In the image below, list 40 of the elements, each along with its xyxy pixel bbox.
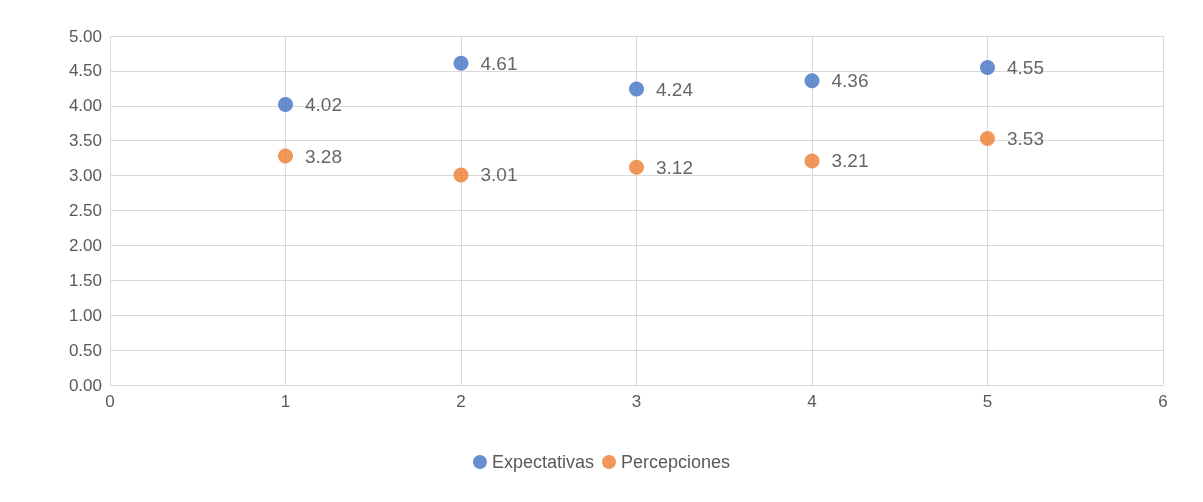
data-label: 4.55: [1007, 56, 1044, 78]
y-tick-label: 1.00: [68, 305, 102, 325]
y-tick-label: 1.50: [68, 270, 102, 290]
point: [804, 73, 820, 89]
x-tick-label: 5: [982, 392, 993, 411]
legend-label: Expectativas: [491, 452, 595, 472]
y-tick-label: 0.00: [68, 375, 102, 395]
point: [278, 96, 293, 112]
data-label: 4.36: [831, 70, 869, 92]
data-label: 3.21: [831, 150, 869, 172]
point: [629, 81, 644, 97]
y-tick-label: 3.50: [68, 131, 102, 151]
point: [453, 167, 469, 183]
point: [629, 159, 644, 175]
point: [278, 148, 293, 164]
legend-label: Percepciones: [620, 452, 731, 472]
x-tick-label: 6: [1158, 392, 1168, 411]
x-tick-label: 4: [807, 392, 817, 411]
x-tick-label: 2: [456, 392, 466, 411]
y-tick-label: 2.50: [68, 201, 102, 220]
data-label: 3.12: [656, 156, 693, 178]
y-tick-label: 5.00: [68, 26, 102, 46]
data-label: 3.01: [480, 164, 518, 186]
point: [980, 59, 995, 75]
point: [804, 153, 820, 169]
x-tick-label: 0: [105, 392, 115, 411]
y-tick-label: 4.00: [68, 96, 102, 116]
data-label: 4.61: [480, 52, 518, 74]
data-label: 4.24: [656, 78, 694, 100]
point: [980, 131, 995, 147]
data-label: 3.28: [305, 145, 342, 167]
y-tick-label: 4.50: [68, 61, 102, 81]
data-label: 3.53: [1007, 128, 1044, 150]
y-tick-label: 0.50: [68, 340, 102, 360]
y-tick-label: 3.00: [68, 166, 102, 186]
x-tick-label: 3: [631, 392, 642, 411]
y-tick-label: 2.00: [68, 235, 102, 255]
data-label: 4.02: [305, 93, 342, 115]
point: [453, 55, 469, 71]
x-tick-label: 1: [280, 392, 291, 411]
